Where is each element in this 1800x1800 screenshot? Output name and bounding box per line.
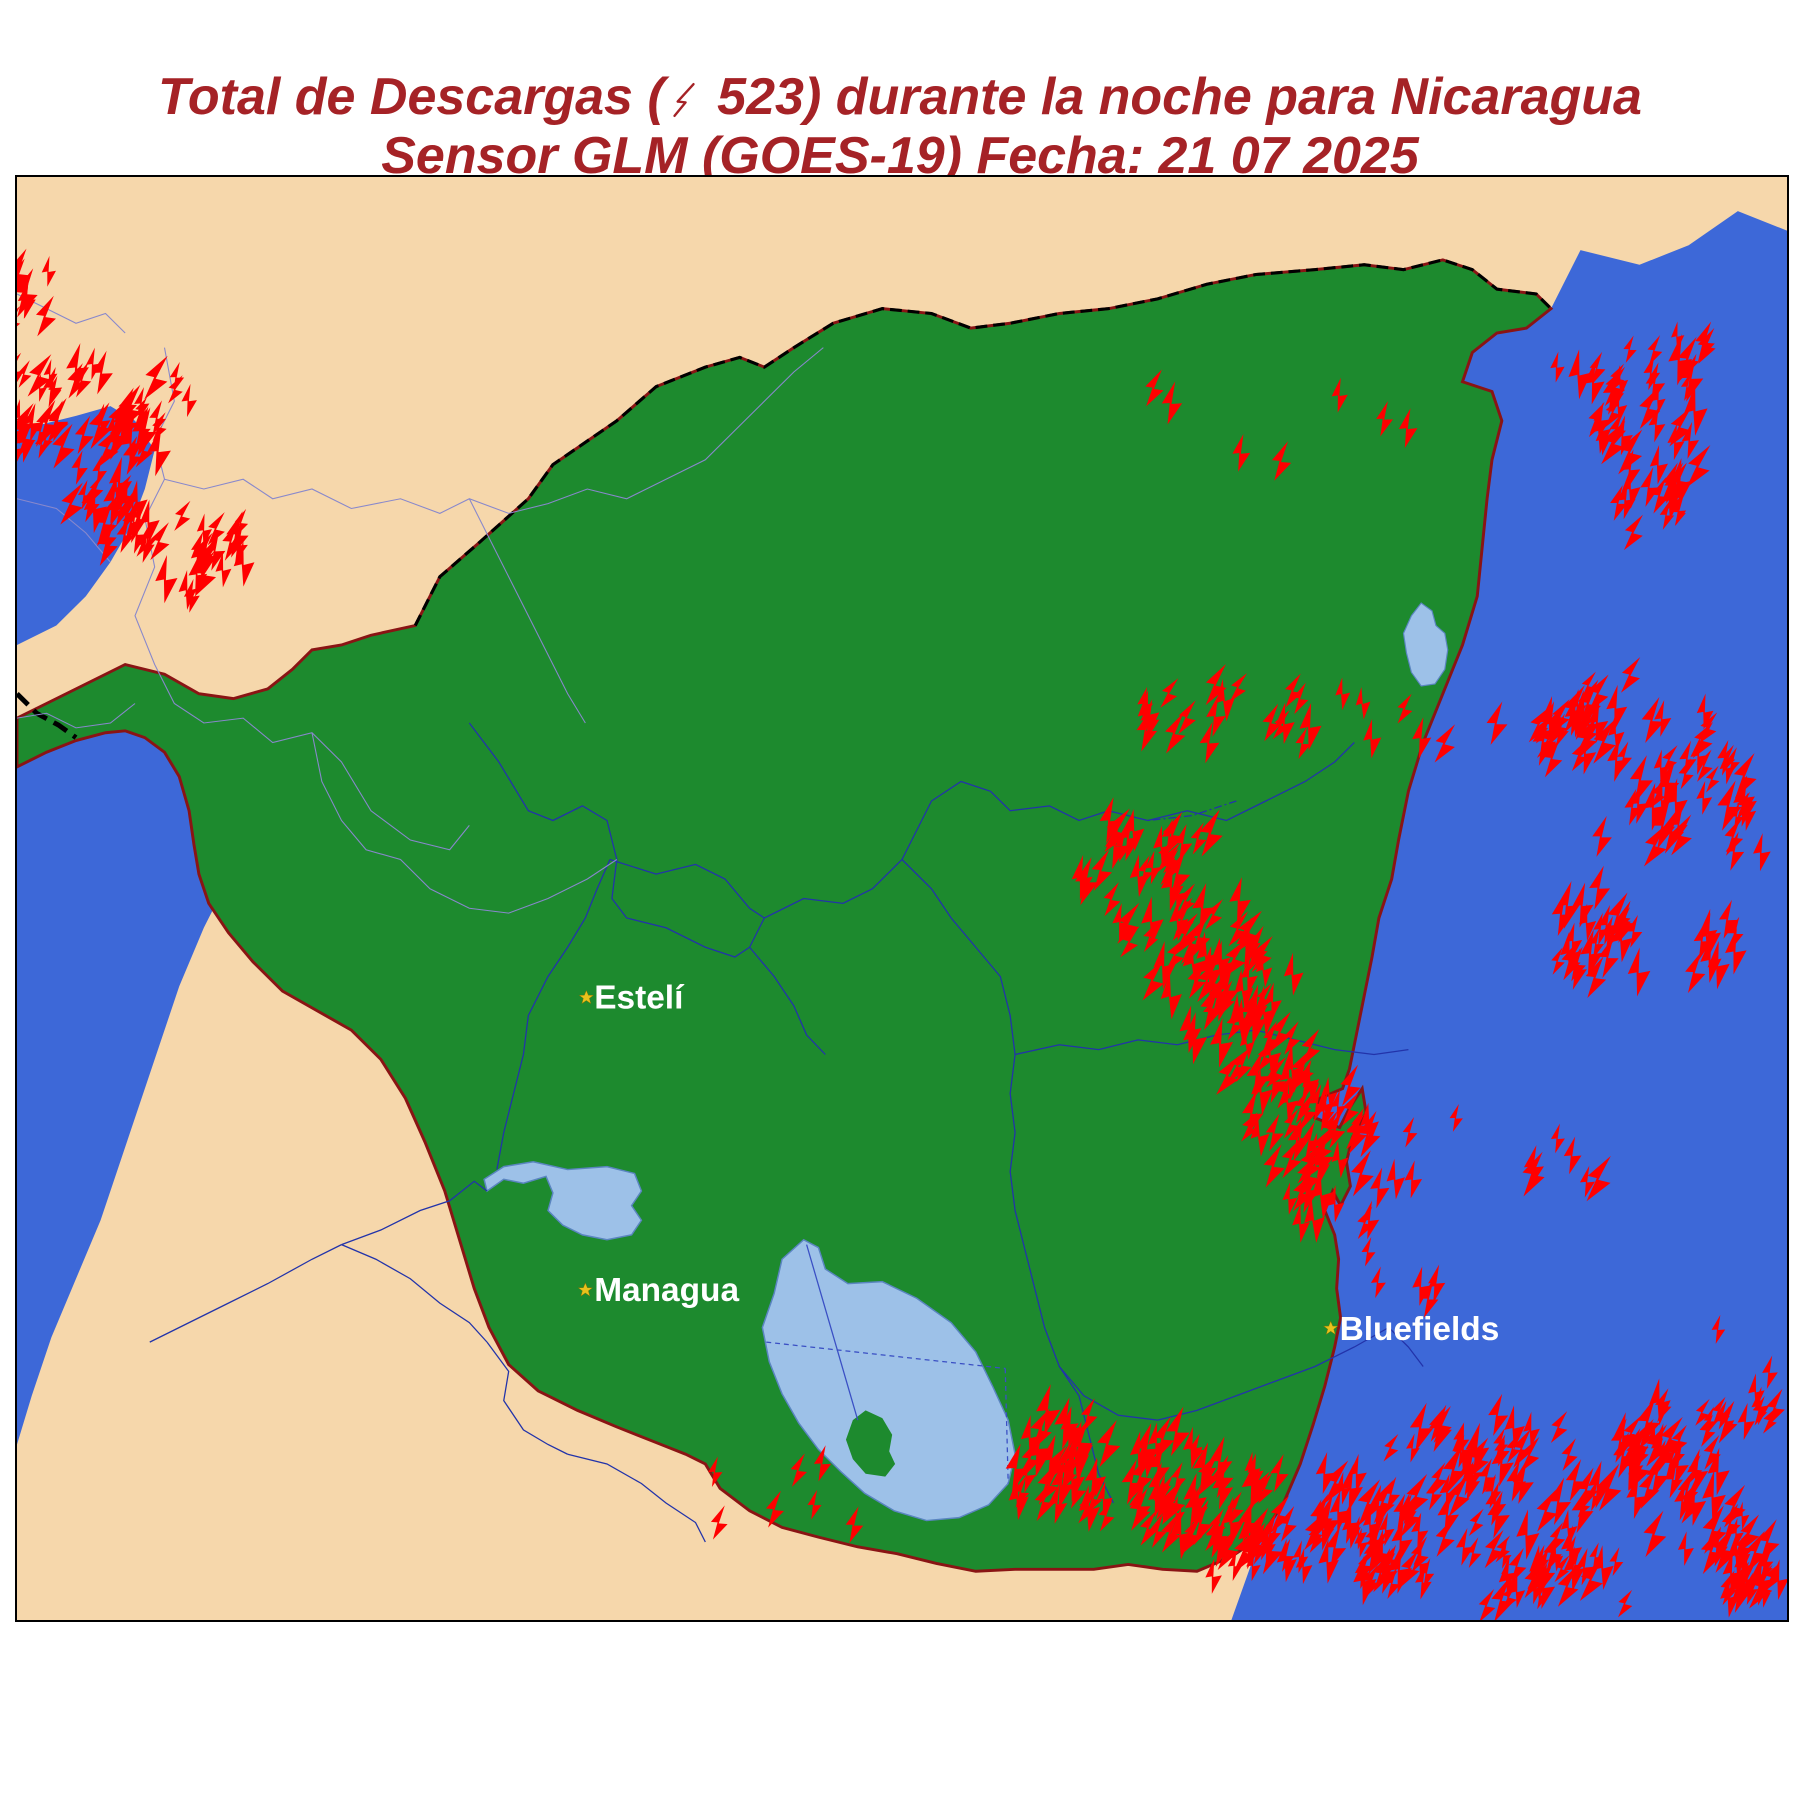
svg-text:Bluefields: Bluefields bbox=[1340, 1311, 1500, 1348]
svg-text:Estelí: Estelí bbox=[594, 980, 685, 1017]
svg-text:Managua: Managua bbox=[594, 1272, 739, 1309]
